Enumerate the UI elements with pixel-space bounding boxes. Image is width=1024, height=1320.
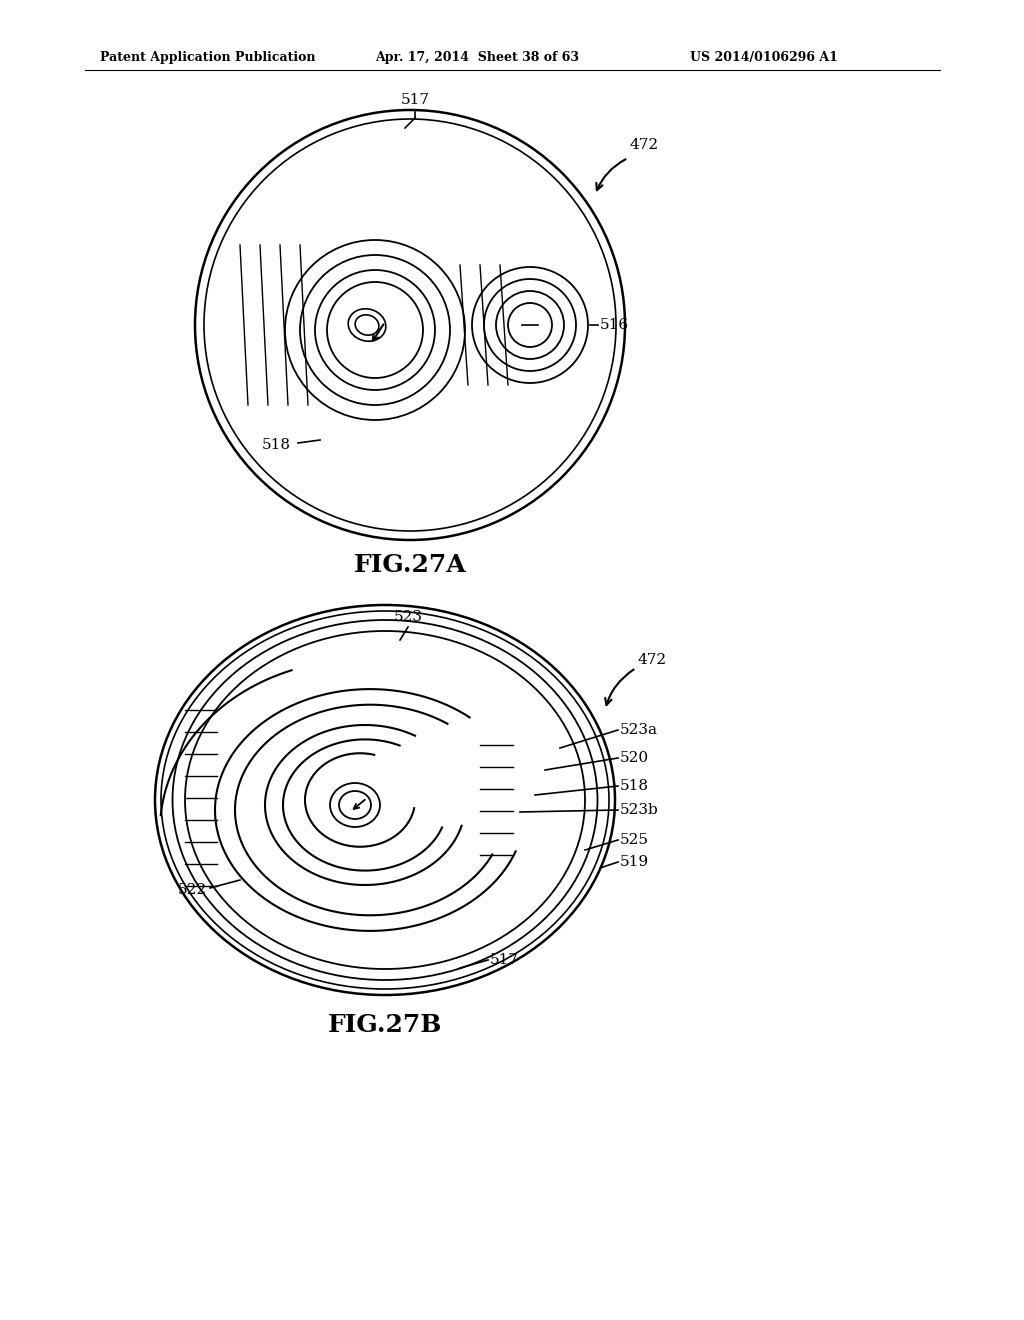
Text: 522: 522 [178,883,207,898]
Text: 519: 519 [620,855,649,869]
Text: 518: 518 [620,779,649,793]
Text: 525: 525 [620,833,649,847]
Text: 472: 472 [630,139,659,152]
Text: FIG.27B: FIG.27B [328,1012,442,1038]
Text: 517: 517 [490,953,519,968]
Text: Patent Application Publication: Patent Application Publication [100,51,315,65]
Text: FIG.27A: FIG.27A [353,553,466,577]
Text: 523a: 523a [620,723,658,737]
Text: Apr. 17, 2014  Sheet 38 of 63: Apr. 17, 2014 Sheet 38 of 63 [375,51,579,65]
Text: 472: 472 [638,653,667,667]
Text: 516: 516 [600,318,629,333]
Text: 517: 517 [400,92,429,107]
Text: 523b: 523b [620,803,658,817]
Text: 520: 520 [620,751,649,766]
Text: US 2014/0106296 A1: US 2014/0106296 A1 [690,51,838,65]
Text: 523: 523 [393,610,423,624]
Text: 518: 518 [262,438,291,451]
